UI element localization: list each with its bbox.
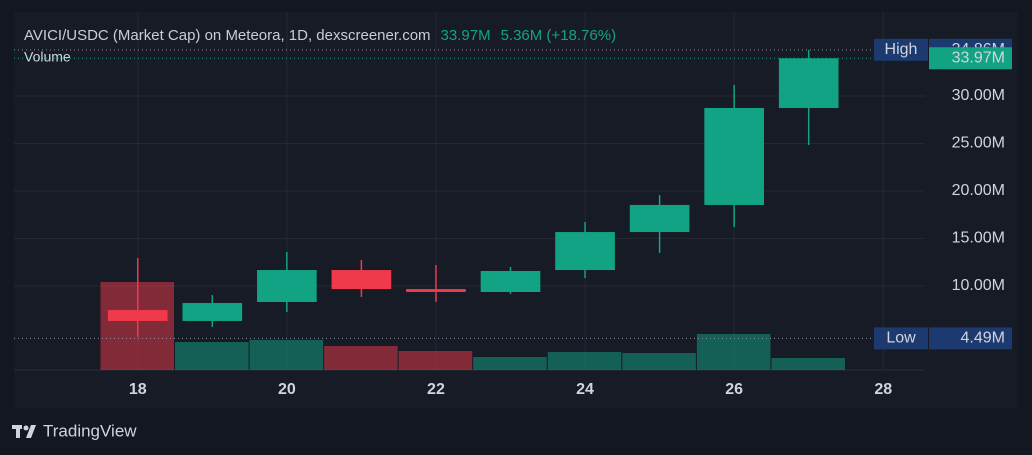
volume-bar [771,358,845,370]
volume-bar [547,352,622,370]
candle-body [704,107,764,205]
marker-badge [929,327,1012,350]
chart-title: AVICI/USDC (Market Cap) on Meteora, 1D, … [24,27,431,44]
volume-bar [175,342,249,370]
candle-body [107,310,168,321]
candle-body [555,232,615,271]
volume-bar [622,353,696,370]
y-tick-label: 20.00M [952,182,1005,199]
volume-bar [249,340,324,370]
logo-part [16,425,20,438]
candle-body [778,58,839,108]
y-tick-label: 30.00M [952,87,1005,104]
marker-value: 4.49M [961,330,1005,347]
marker-badge [874,327,928,350]
x-tick-label: 28 [874,381,892,398]
header: AVICI/USDC (Market Cap) on Meteora, 1D, … [24,27,616,44]
last-price-badge [929,47,1012,70]
marker-label: Low [886,330,916,347]
candle-body [331,270,392,290]
candle-body [182,303,243,321]
y-tick-label: 15.00M [952,230,1005,247]
change: 5.36M (+18.76%) [501,27,616,44]
marker-badge [874,38,928,61]
logo-part [26,425,36,438]
volume-bar [324,346,398,370]
x-tick-label: 18 [129,381,147,398]
logo [12,425,36,438]
candle-body [257,270,317,302]
x-tick-label: 22 [427,381,445,398]
y-tick-label: 25.00M [952,135,1005,152]
last-price-label: 33.97M [952,49,1005,66]
candle-body [406,289,466,292]
volume-label: Volume [24,49,71,65]
x-tick-label: 24 [576,381,594,398]
last-price: 33.97M [441,27,491,44]
volume-bar [473,357,547,370]
brand: TradingView [43,421,137,440]
candle-body [629,204,690,233]
candle-body [480,270,541,292]
layer: 18 20 22 24 26 28 10.00M 15.00M 20.00M 25.00M 30.0… [14,12,1005,398]
volume-bar [398,351,473,370]
marker-label: High [885,41,918,58]
x-tick-label: 26 [725,381,743,398]
y-tick-label: 10.00M [952,277,1005,294]
x-tick-label: 20 [278,381,296,398]
volume-bar [696,334,771,370]
logo-part [23,425,29,431]
